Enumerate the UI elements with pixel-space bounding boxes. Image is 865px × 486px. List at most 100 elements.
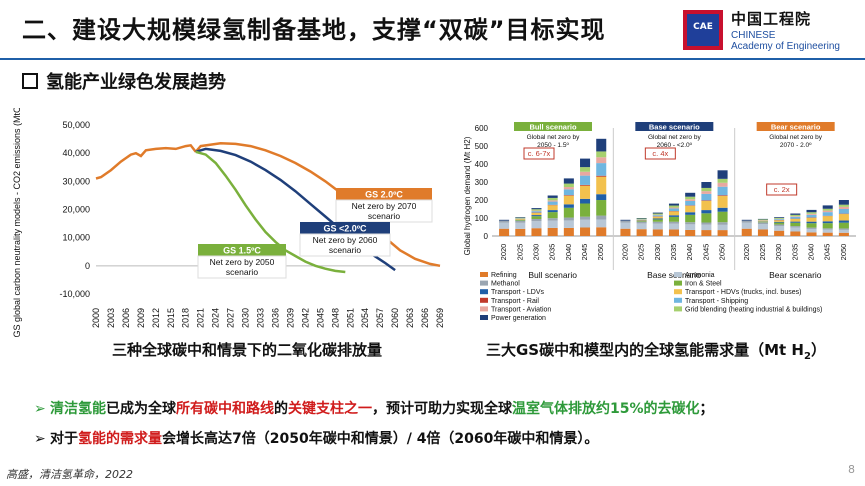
bar-segment — [838, 206, 849, 209]
left-x-tick-label: 2069 — [435, 308, 445, 328]
left-y-tick-label: 50,000 — [62, 120, 90, 130]
bar-segment — [774, 230, 785, 236]
legend-swatch — [480, 289, 488, 295]
section-subtitle-text: 氢能产业绿色发展趋势 — [46, 72, 226, 93]
multiplier-callout-box — [766, 183, 798, 196]
bullet-clean-hydrogen: ➢ 清洁氢能已成为全球所有碳中和路线的关键支柱之一，预计可助力实现全球温室气体排放… — [34, 398, 714, 418]
bar-segment — [790, 213, 801, 215]
bar-segment — [838, 228, 849, 230]
legend-swatch — [674, 306, 682, 312]
bar-segment — [717, 224, 728, 231]
scenario-label-box-gs15 — [197, 255, 287, 279]
bar-segment — [717, 207, 728, 212]
right-x-tick-label: 2030 — [653, 244, 662, 261]
bar-segment — [790, 227, 801, 232]
bar-segment — [580, 216, 591, 220]
bullet-text-part: 氢能的需求量 — [78, 431, 162, 447]
left-x-tick-label: 2003 — [106, 308, 116, 328]
legend-swatch — [674, 289, 682, 295]
bar-segment — [822, 228, 833, 230]
bar-segment — [668, 211, 680, 216]
bar-segment — [499, 222, 510, 229]
scenario-banner-text: Base scenario — [649, 123, 700, 132]
left-x-tick-label: 2039 — [285, 308, 295, 328]
bar-segment — [652, 216, 663, 219]
right-caption-main: 三大GS碳中和模型内的全球氢能需求量（Mt H — [486, 341, 804, 359]
scenario-label-title-gs20: GS 2.0ºC — [365, 190, 403, 200]
scenario-label-line2-gs15: scenario — [226, 267, 258, 277]
left-y-tick-label: 40,000 — [62, 148, 90, 158]
bullet-demand-growth: ➢ 对于氢能的需求量会增长高达7倍（2050年碳中和情景）/ 4倍（2060年碳中… — [34, 428, 598, 448]
bar-segment — [547, 200, 558, 202]
scenario-banner-note1: Global net zero by — [527, 134, 581, 141]
bar-segment — [685, 201, 696, 206]
bar-segment — [580, 198, 591, 204]
scenario-label-title-gs15: GS 1.5ºC — [223, 246, 261, 256]
bar-segment — [652, 229, 663, 236]
bar-segment — [757, 222, 768, 225]
bar-segment — [547, 227, 558, 236]
bar-segment — [563, 220, 574, 228]
left-x-tick-label: 2033 — [256, 308, 266, 328]
bar-segment — [685, 192, 696, 197]
bar-segment — [790, 216, 801, 217]
bar-segment — [806, 217, 817, 222]
bar-segment — [636, 229, 647, 236]
bar-segment — [701, 193, 712, 201]
bar-segment — [806, 214, 817, 218]
bullet-text-part: 的 — [274, 401, 288, 417]
bar-segment — [563, 204, 574, 208]
bar-segment — [717, 186, 728, 196]
bar-segment — [620, 219, 631, 221]
multiplier-callout: c. 6-7x — [528, 149, 551, 158]
left-x-tick-label: 2009 — [136, 308, 146, 328]
bar-segment — [580, 184, 591, 186]
legend-entry: Transport - Aviation — [491, 306, 551, 313]
legend-entry: Iron & Steel — [685, 281, 722, 288]
bar-segment — [701, 224, 712, 231]
bar-segment — [620, 220, 631, 223]
section-subtitle: 氢能产业绿色发展趋势 — [22, 68, 226, 94]
right-x-tick-label: 2050 — [839, 244, 848, 261]
bar-segment — [668, 216, 680, 222]
bar-segment — [806, 212, 817, 214]
bar-segment — [685, 224, 696, 230]
logo-mark-text: CAE — [693, 22, 713, 32]
bar-segment — [717, 222, 728, 225]
bar-segment — [806, 227, 817, 229]
left-y-tick-label: -10,000 — [59, 289, 90, 299]
scenario-label-bar-gs20 — [336, 188, 432, 200]
bar-segment — [685, 212, 696, 215]
scenario-label-title-gs_lt20: GS <2.0ºC — [323, 224, 367, 234]
hydrogen-demand-chart: Global hydrogen demand (Mt H2) 0 100 200 300… — [463, 122, 856, 322]
bar-segment — [757, 224, 768, 230]
bar-segment — [668, 207, 680, 209]
right-y-tick-label: 100 — [475, 214, 489, 223]
bullet-text-part: 所有碳中和路线 — [176, 401, 274, 417]
bar-segment — [515, 220, 526, 223]
bar-segment — [757, 219, 768, 221]
left-x-tick-label: 2012 — [151, 308, 161, 328]
bar-segment — [806, 232, 817, 236]
bar-segment — [636, 218, 647, 220]
right-x-tick-label: 2045 — [580, 244, 589, 261]
bar-segment — [596, 227, 607, 236]
bar-segment — [515, 218, 526, 220]
bar-segment — [668, 221, 680, 224]
left-x-tick-label: 2006 — [121, 308, 131, 328]
bar-segment — [547, 197, 558, 201]
bar-segment — [515, 228, 526, 236]
right-x-tick-label: 2050 — [718, 244, 727, 261]
bar-segment — [668, 215, 680, 217]
legend-entry: Power generation — [491, 315, 546, 322]
bar-segment — [563, 178, 574, 184]
bar-segment — [774, 219, 785, 221]
left-x-tick-label: 2036 — [270, 308, 280, 328]
right-x-tick-label: 2020 — [620, 244, 629, 261]
bar-segment — [822, 210, 833, 213]
bar-segment — [531, 209, 542, 211]
bar-segment — [580, 219, 591, 228]
bullet-text-part: 对于 — [50, 431, 78, 447]
bar-segment — [757, 229, 768, 236]
bar-segment — [774, 224, 785, 226]
